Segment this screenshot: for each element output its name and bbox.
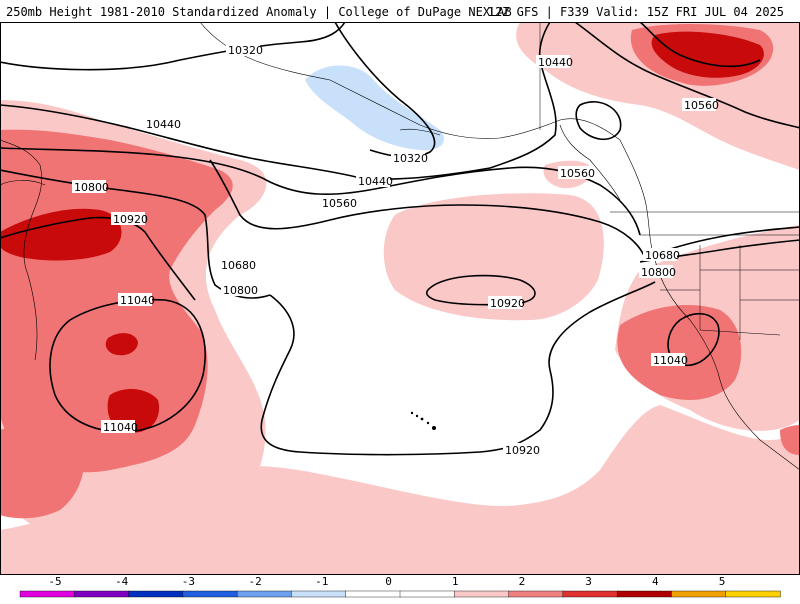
colorbar-cell [291, 590, 347, 598]
colorbar-tick-label: -1 [315, 575, 328, 588]
colorbar-cell [182, 590, 238, 598]
map-panel: 10320 10440 10440 10320 10440 10560 1056… [0, 22, 800, 575]
contour-label: 10440 [538, 56, 573, 69]
contour-label: 10680 [221, 259, 256, 272]
anomaly-map: 10320 10440 10440 10320 10440 10560 1056… [0, 22, 800, 575]
colorbar-tick-label: -5 [48, 575, 61, 588]
contour-label: 10320 [228, 44, 263, 57]
colorbar-cells [19, 590, 781, 598]
colorbar-tick-label: 3 [585, 575, 592, 588]
contour-label: 10800 [641, 266, 676, 279]
contour-line-10560-east [574, 22, 800, 129]
colorbar-cell [236, 590, 293, 598]
colorbar-tick-label: 0 [385, 575, 392, 588]
contour-label: 10560 [560, 167, 595, 180]
contour-labels: 10320 10440 10440 10320 10440 10560 1056… [72, 43, 719, 457]
contour-line-10560-ring [575, 101, 622, 140]
contour-label: 10680 [645, 249, 680, 262]
colorbar-tick-label: 1 [452, 575, 459, 588]
contour-label: 10560 [684, 99, 719, 112]
colorbar-cell [19, 590, 75, 598]
colorbar-ticks: -5 -4 -3 -2 -1 0 1 2 3 4 5 [48, 575, 725, 588]
contour-label: 10800 [74, 181, 109, 194]
contour-line-10320-north [0, 22, 346, 71]
contour-line-11040-west [49, 298, 206, 433]
contour-line-10680 [209, 159, 646, 259]
contour-line-10560-west [0, 147, 641, 236]
contour-label: 10920 [490, 297, 525, 310]
contour-line-11040-east [667, 312, 720, 367]
colorbar-tick-label: -3 [182, 575, 195, 588]
contour-line-10920-pacific [260, 281, 656, 456]
contour-label: 10800 [223, 284, 258, 297]
model-valid-time: 12Z GFS | F339 Valid: 15Z FRI JUL 04 202… [487, 5, 784, 19]
colorbar-tick-label: 2 [519, 575, 526, 588]
colorbar-tick-label: 4 [652, 575, 659, 588]
colorbar-cell [725, 590, 781, 598]
colorbar-cell [74, 590, 130, 598]
contour-label: 10320 [393, 152, 428, 165]
colorbar-cell [345, 590, 401, 598]
contour-label: 10440 [146, 118, 181, 131]
colorbar-cell [508, 590, 564, 598]
contour-label: 10920 [505, 444, 540, 457]
contour-label: 10920 [113, 213, 148, 226]
contour-label: 11040 [120, 294, 155, 307]
colorbar-cell [671, 590, 727, 598]
colorbar-cell [128, 590, 184, 598]
contour-label: 10560 [322, 197, 357, 210]
coastlines [0, 22, 800, 471]
colorbar-cell [562, 590, 618, 598]
contour-line-11040-alaska [639, 22, 761, 68]
colorbar-cell [616, 590, 673, 598]
colorbar-cell [454, 590, 510, 598]
map-title: 250mb Height 1981-2010 Standardized Anom… [6, 5, 512, 19]
contour-label: 11040 [103, 421, 138, 434]
colorbar-tick-label: -2 [248, 575, 261, 588]
colorbar-tick-label: -4 [115, 575, 129, 588]
contour-label: 11040 [653, 354, 688, 367]
colorbar: -5 -4 -3 -2 -1 0 1 2 3 4 5 [0, 575, 800, 600]
title-bar: 250mb Height 1981-2010 Standardized Anom… [0, 0, 800, 22]
hawaii-islands [410, 411, 436, 430]
colorbar-cell [399, 590, 455, 598]
political-borders [539, 22, 800, 340]
colorbar-svg: -5 -4 -3 -2 -1 0 1 2 3 4 5 [19, 575, 781, 598]
colorbar-tick-label: 5 [719, 575, 726, 588]
contour-label: 10440 [358, 175, 393, 188]
